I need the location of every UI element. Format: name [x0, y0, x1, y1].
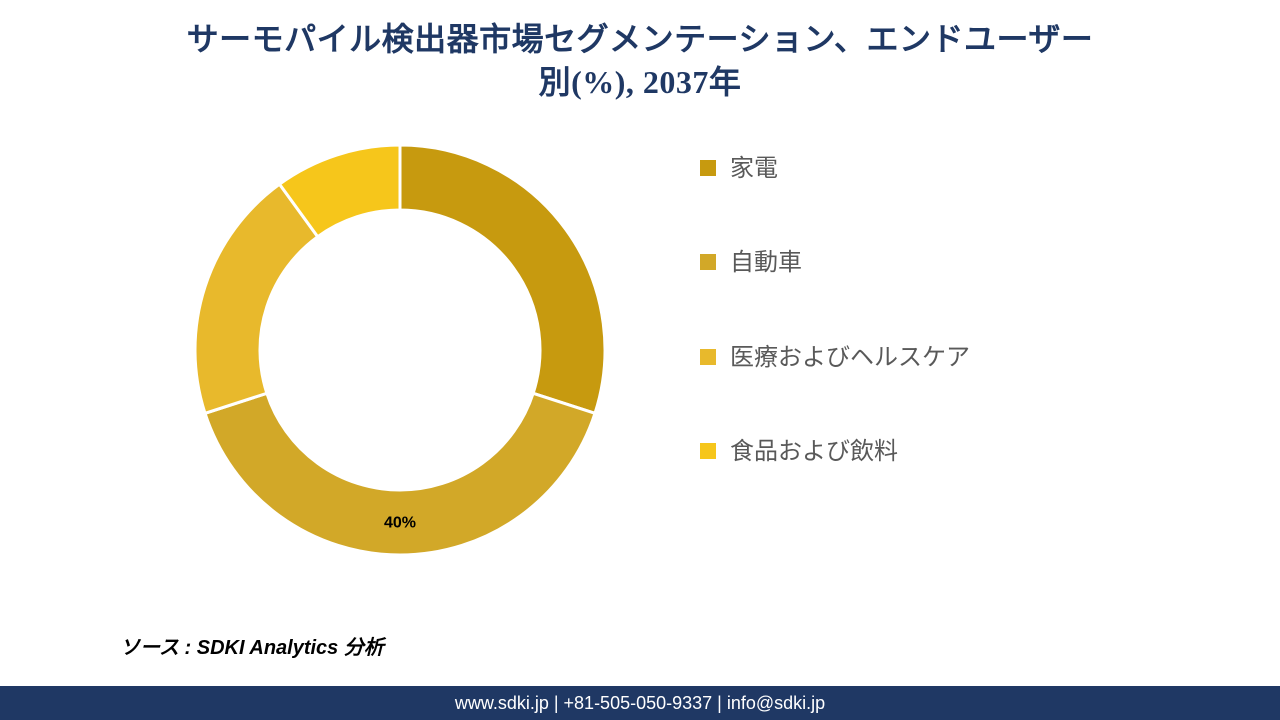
legend-item: 家電: [700, 150, 1220, 188]
title-line-2: 別(%), 2037年: [539, 64, 742, 100]
legend-label: 医療およびヘルスケア: [730, 339, 970, 377]
source-attribution: ソース : SDKI Analytics 分析: [120, 631, 384, 660]
legend-swatch: [700, 160, 716, 176]
legend-item: 食品および飲料: [700, 433, 1220, 471]
chart-title: サーモパイル検出器市場セグメンテーション、エンドユーザー 別(%), 2037年: [0, 0, 1280, 104]
legend-label: 食品および飲料: [730, 433, 898, 471]
slice-data-label: 40%: [384, 515, 416, 532]
donut-slice: [400, 145, 605, 413]
legend-label: 家電: [730, 150, 778, 188]
legend: 家電自動車医療およびヘルスケア食品および飲料: [700, 120, 1280, 640]
chart-area: 40%: [0, 120, 700, 640]
donut-slice: [195, 184, 318, 413]
legend-swatch: [700, 254, 716, 270]
legend-label: 自動車: [730, 244, 802, 282]
legend-swatch: [700, 349, 716, 365]
legend-item: 医療およびヘルスケア: [700, 339, 1220, 377]
donut-chart: 40%: [180, 130, 620, 570]
footer-bar: www.sdki.jp | +81-505-050-9337 | info@sd…: [0, 686, 1280, 720]
title-line-1: サーモパイル検出器市場セグメンテーション、エンドユーザー: [187, 21, 1094, 57]
legend-swatch: [700, 443, 716, 459]
legend-item: 自動車: [700, 244, 1220, 282]
content-area: 40% 家電自動車医療およびヘルスケア食品および飲料: [0, 120, 1280, 640]
